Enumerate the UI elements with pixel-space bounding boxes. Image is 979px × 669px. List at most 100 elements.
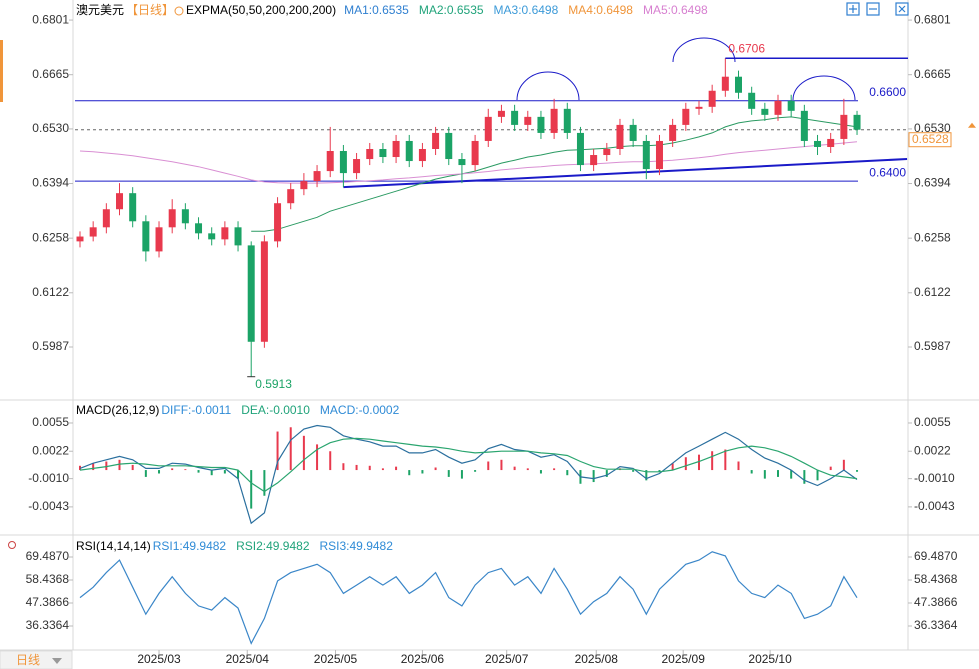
y-tick-label: 0.6394	[914, 176, 951, 190]
candle-body	[168, 209, 176, 228]
legend-text: MA1:0.6535	[344, 3, 409, 17]
y-tick-label: 0.6530	[914, 121, 951, 135]
macd-line	[79, 437, 858, 493]
y-tick-label: -0.0043	[28, 499, 69, 513]
x-tick-label: 2025/10	[748, 652, 792, 666]
tool-glyph	[898, 5, 906, 13]
candle-body	[590, 155, 598, 166]
y-tick-label: 0.5987	[32, 339, 69, 353]
candle-body	[774, 100, 782, 115]
x-tick-label: 2025/06	[401, 652, 445, 666]
candle-body	[300, 181, 308, 190]
toolbar[interactable]	[846, 2, 909, 16]
candle-body	[445, 132, 453, 160]
x-tick-label: 2025/08	[575, 652, 619, 666]
candle-body	[814, 140, 822, 147]
y-tick-label: 58.4368	[26, 572, 70, 586]
high-label: 0.6706	[728, 41, 765, 55]
candle-body	[800, 110, 808, 141]
y-tick-label: 36.3364	[26, 618, 70, 632]
y-tick-label: 69.4870	[26, 549, 70, 563]
candle-body	[274, 203, 282, 242]
candle-body	[366, 148, 374, 160]
y-tick-label: 0.6801	[32, 12, 69, 26]
candle-body	[339, 151, 347, 174]
candle-body	[563, 108, 571, 133]
candle-body	[181, 209, 189, 224]
candle-body	[458, 159, 466, 166]
period-button-label[interactable]: 日线	[16, 653, 40, 667]
ema-line	[251, 116, 858, 232]
candle-body	[116, 193, 124, 210]
candle-body	[735, 76, 742, 93]
y-tick-label: 0.0022	[914, 443, 951, 457]
candle-body	[603, 148, 611, 156]
y-tick-label: 0.6258	[32, 230, 69, 244]
y-tick-label: 0.6665	[914, 67, 951, 81]
candle-body	[89, 227, 97, 237]
legend-text: RSI3:49.9482	[320, 539, 394, 553]
settings-icon[interactable]	[8, 541, 16, 549]
legend-text: MA5:0.6498	[643, 3, 708, 17]
candle-body	[392, 140, 400, 158]
settings-icon[interactable]	[174, 6, 184, 16]
candle-body	[497, 110, 505, 117]
candle-body	[484, 116, 492, 141]
legend-text: RSI2:49.9482	[236, 539, 310, 553]
legend-text: MACD(26,12,9)	[76, 403, 159, 417]
legend-text: 澳元美元	[76, 3, 124, 17]
candle-body	[537, 116, 545, 133]
candle-body	[853, 114, 861, 130]
y-tick-label: 0.6122	[32, 285, 69, 299]
candle-body	[221, 227, 229, 240]
x-tick-label: 2025/04	[226, 652, 270, 666]
y-tick-label: 69.4870	[914, 549, 958, 563]
x-tick-label: 2025/09	[661, 652, 705, 666]
legend-text: MACD:-0.0002	[320, 403, 400, 417]
y-tick-label: 0.6801	[914, 12, 951, 26]
candle-body	[234, 227, 242, 246]
candle-body	[642, 140, 650, 170]
y-tick-label: 0.6122	[914, 285, 951, 299]
candle-body	[708, 90, 716, 107]
candle-body	[576, 132, 584, 166]
y-tick-label: -0.0043	[914, 499, 955, 513]
candle-body	[748, 92, 756, 109]
candle-body	[827, 138, 835, 147]
candle-body	[287, 189, 295, 204]
y-tick-label: 0.6530	[32, 121, 69, 135]
arc	[516, 71, 580, 101]
candle-body	[418, 148, 426, 162]
legend-text: MA2:0.6535	[419, 3, 484, 17]
candle-body	[76, 236, 84, 242]
tool-icon[interactable]	[895, 2, 909, 16]
support-label: 0.6600	[869, 85, 906, 99]
candle-body	[379, 148, 387, 158]
candle-body	[787, 100, 795, 111]
y-tick-label: 0.0022	[32, 443, 69, 457]
candle-body	[155, 227, 163, 252]
candle-body	[761, 108, 769, 115]
macd-line	[79, 424, 858, 525]
candle-body	[405, 140, 413, 162]
period-button[interactable]	[0, 650, 73, 669]
legend-text: RSI1:49.9482	[153, 539, 227, 553]
x-tick-label: 2025/05	[314, 652, 358, 666]
side-marker	[0, 40, 3, 102]
tool-icon[interactable]	[866, 2, 880, 16]
candle-body	[840, 114, 848, 139]
candle-body	[195, 223, 203, 234]
y-tick-label: 0.6258	[914, 230, 951, 244]
candle-body	[655, 140, 663, 170]
arcs	[516, 37, 856, 101]
candle-body	[102, 209, 110, 228]
candle-body	[326, 151, 334, 172]
candle-body	[550, 108, 558, 133]
ema-line	[79, 141, 858, 184]
legend-text: RSI(14,14,14)	[76, 539, 151, 553]
tool-icon[interactable]	[846, 2, 860, 16]
candle-body	[471, 140, 479, 166]
legend-text: 【日线】	[126, 3, 174, 17]
